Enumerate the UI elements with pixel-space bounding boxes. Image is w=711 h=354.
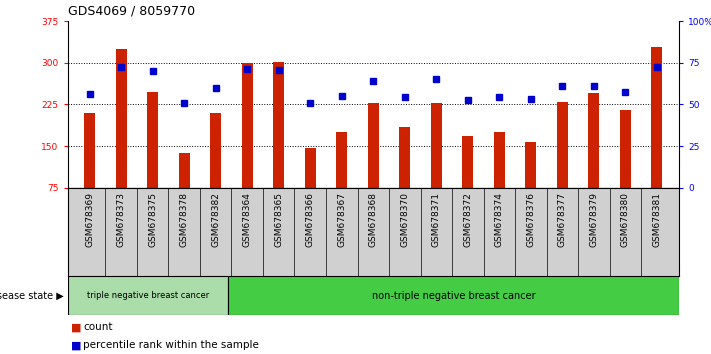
Bar: [557, 102, 568, 188]
Bar: [68, 276, 228, 315]
Text: GSM678374: GSM678374: [495, 192, 504, 247]
Text: GSM678364: GSM678364: [242, 192, 252, 247]
Text: GDS4069 / 8059770: GDS4069 / 8059770: [68, 5, 195, 18]
Text: GSM678370: GSM678370: [400, 192, 410, 247]
Bar: [273, 62, 284, 188]
Text: GSM678368: GSM678368: [369, 192, 378, 247]
Bar: [228, 276, 679, 315]
Bar: [494, 132, 505, 188]
Bar: [400, 127, 410, 188]
Text: GSM678378: GSM678378: [180, 192, 188, 247]
Text: non-triple negative breast cancer: non-triple negative breast cancer: [372, 291, 535, 301]
Bar: [336, 132, 347, 188]
Bar: [242, 63, 252, 188]
Text: GSM678381: GSM678381: [653, 192, 661, 247]
Bar: [462, 136, 474, 188]
Bar: [620, 110, 631, 188]
Text: GSM678373: GSM678373: [117, 192, 126, 247]
Text: GSM678382: GSM678382: [211, 192, 220, 247]
Bar: [178, 153, 190, 188]
Text: ■: ■: [71, 340, 82, 350]
Bar: [210, 113, 221, 188]
Text: GSM678377: GSM678377: [558, 192, 567, 247]
Text: triple negative breast cancer: triple negative breast cancer: [87, 291, 209, 300]
Text: percentile rank within the sample: percentile rank within the sample: [83, 340, 259, 350]
Bar: [651, 47, 663, 188]
Text: GSM678376: GSM678376: [526, 192, 535, 247]
Text: GSM678375: GSM678375: [148, 192, 157, 247]
Text: GSM678371: GSM678371: [432, 192, 441, 247]
Text: GSM678365: GSM678365: [274, 192, 283, 247]
Bar: [431, 103, 442, 188]
Text: disease state ▶: disease state ▶: [0, 291, 64, 301]
Text: GSM678369: GSM678369: [85, 192, 94, 247]
Text: count: count: [83, 322, 112, 332]
Text: GSM678379: GSM678379: [589, 192, 599, 247]
Bar: [147, 92, 158, 188]
Bar: [525, 142, 536, 188]
Text: GSM678380: GSM678380: [621, 192, 630, 247]
Bar: [116, 49, 127, 188]
Text: ■: ■: [71, 322, 82, 332]
Bar: [368, 103, 379, 188]
Text: GSM678366: GSM678366: [306, 192, 315, 247]
Bar: [305, 148, 316, 188]
Text: GSM678367: GSM678367: [337, 192, 346, 247]
Bar: [84, 113, 95, 188]
Bar: [589, 93, 599, 188]
Text: GSM678372: GSM678372: [464, 192, 472, 247]
